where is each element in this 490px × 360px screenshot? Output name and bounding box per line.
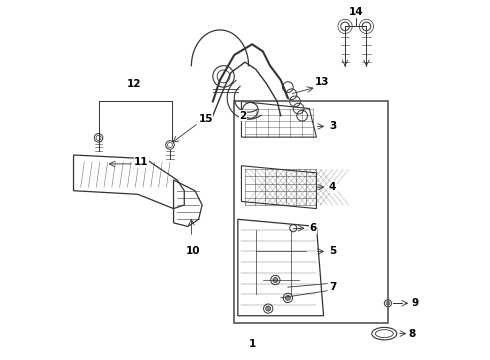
Text: 13: 13 <box>315 77 329 87</box>
Text: 6: 6 <box>309 223 317 233</box>
Text: 11: 11 <box>134 157 148 167</box>
Text: 12: 12 <box>127 78 142 89</box>
Circle shape <box>285 296 291 300</box>
Text: 9: 9 <box>411 298 418 308</box>
Text: 15: 15 <box>198 114 213 124</box>
Text: 10: 10 <box>186 247 200 256</box>
Text: 8: 8 <box>409 329 416 339</box>
Text: 7: 7 <box>329 282 336 292</box>
Text: 1: 1 <box>248 339 256 349</box>
Circle shape <box>273 278 278 283</box>
Text: 14: 14 <box>348 7 363 17</box>
Text: 3: 3 <box>329 121 336 131</box>
Circle shape <box>266 306 270 311</box>
Text: 2: 2 <box>240 111 247 121</box>
Text: 5: 5 <box>329 247 336 256</box>
Text: 4: 4 <box>329 182 336 192</box>
Bar <box>234 102 388 323</box>
